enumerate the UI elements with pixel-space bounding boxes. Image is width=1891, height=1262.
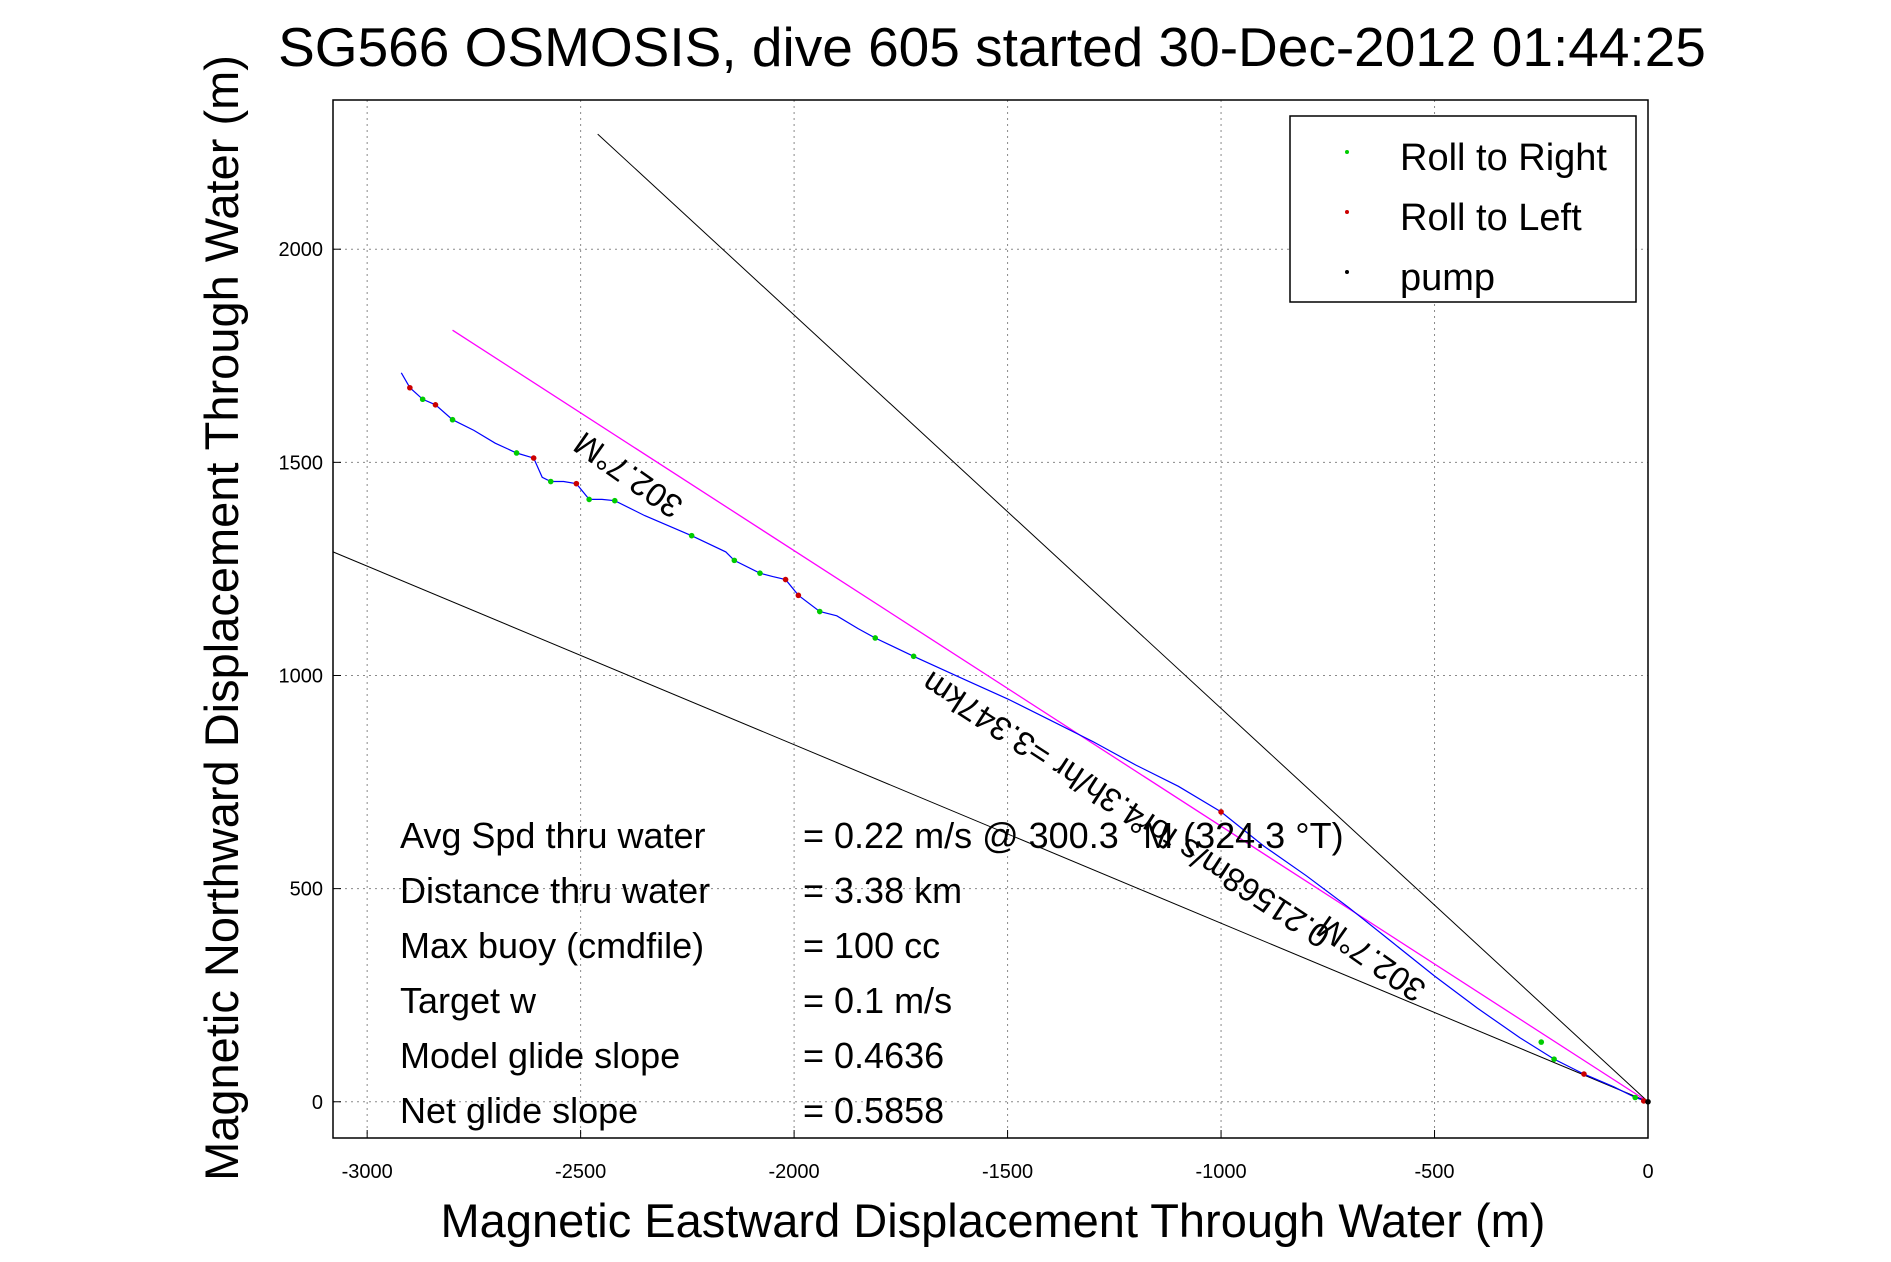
heading-line xyxy=(452,329,1649,1103)
legend-label-pump: pump xyxy=(1400,257,1495,299)
tick-labels: -3000 -2500 -2000 -1500 -1000 -500 0 0 500 1000 15… xyxy=(279,239,1654,1183)
x-tick-label: -500 xyxy=(1415,1161,1455,1183)
legend-marker-roll-right xyxy=(1345,150,1349,154)
heading-annotation: 302.7°M xyxy=(567,425,689,526)
annotations: 302.7°M0.21568m/s for4.3h/hr =3.347km302… xyxy=(567,425,1432,1010)
reference-lines xyxy=(332,133,1649,1103)
roll-right-point xyxy=(586,496,592,503)
stat-value-max-buoy: = 100 cc xyxy=(803,925,940,966)
roll-right-point xyxy=(910,653,917,660)
x-tick-label: -2000 xyxy=(769,1161,820,1183)
stat-label-avg-speed: Avg Spd thru water xyxy=(400,815,706,856)
roll-left-point xyxy=(795,592,802,599)
stat-label-target-w: Target w xyxy=(400,980,537,1021)
roll-left-point xyxy=(1581,1071,1587,1077)
y-tick-label: 0 xyxy=(312,1092,323,1114)
legend-marker-pump xyxy=(1345,270,1349,274)
roll-right-point xyxy=(1538,1039,1545,1045)
roll-left-point xyxy=(530,455,537,461)
x-tick-label: -1500 xyxy=(982,1161,1033,1183)
y-tick-label: 1500 xyxy=(279,452,324,474)
x-tick-label: -1000 xyxy=(1195,1161,1246,1183)
series xyxy=(400,372,1651,1105)
stat-label-net-glide: Net glide slope xyxy=(400,1090,638,1131)
stats-block: Avg Spd thru water = 0.22 m/s @ 300.3 °M… xyxy=(400,815,1344,1131)
roll-left-point xyxy=(407,384,413,391)
roll-left-point xyxy=(1218,809,1224,815)
roll-right-point xyxy=(1551,1056,1557,1062)
heading-bound-line xyxy=(332,551,1649,1103)
roll-right-point xyxy=(688,532,695,539)
roll-left-point xyxy=(432,401,439,408)
x-tick-label: -3000 xyxy=(342,1161,393,1183)
legend-label-roll-right: Roll to Right xyxy=(1400,137,1607,179)
track-line xyxy=(400,372,1649,1103)
roll-right-point xyxy=(611,497,618,504)
stat-label-model-glide: Model glide slope xyxy=(400,1035,680,1076)
roll-left-point xyxy=(573,480,580,487)
y-tick-label: 2000 xyxy=(279,239,324,261)
roll-right-point xyxy=(816,608,823,615)
x-tick-label: 0 xyxy=(1642,1161,1653,1183)
y-tick-label: 1000 xyxy=(279,665,324,687)
pump-point xyxy=(1645,1098,1651,1105)
stat-value-net-glide: = 0.5858 xyxy=(803,1090,944,1131)
roll-right-point xyxy=(872,635,879,641)
heading-bound-line xyxy=(597,133,1649,1103)
roll-right-point xyxy=(513,450,520,456)
heading-annotation: 0.21568m/s for4.3h/hr =3.347km xyxy=(915,664,1336,955)
stat-label-distance: Distance thru water xyxy=(400,870,710,911)
legend: Roll to Right Roll to Left pump xyxy=(1289,115,1637,303)
x-axis-label: Magnetic Eastward Displacement Through W… xyxy=(441,1194,1546,1247)
stat-value-avg-speed: = 0.22 m/s @ 300.3 °M (324.3 °T) xyxy=(803,815,1344,856)
roll-right-point xyxy=(757,570,763,576)
y-tick-label: 500 xyxy=(290,879,323,901)
chart-title: SG566 OSMOSIS, dive 605 started 30-Dec-2… xyxy=(278,16,1706,78)
stat-value-distance: = 3.38 km xyxy=(803,870,962,911)
roll-left-point xyxy=(782,576,789,583)
stat-label-max-buoy: Max buoy (cmdfile) xyxy=(400,925,704,966)
legend-label-roll-left: Roll to Left xyxy=(1400,197,1582,239)
plot-area xyxy=(332,99,1649,1139)
y-axis-label: Magnetic Northward Displacement Through … xyxy=(195,55,248,1181)
roll-right-point xyxy=(547,478,554,485)
stat-value-target-w: = 0.1 m/s xyxy=(803,980,952,1021)
roll-right-point xyxy=(449,416,456,423)
x-tick-label: -2500 xyxy=(555,1161,606,1183)
roll-left-point xyxy=(1640,1098,1647,1104)
stat-value-model-glide: = 0.4636 xyxy=(803,1035,944,1076)
roll-right-point xyxy=(731,557,738,564)
roll-right-point xyxy=(419,396,426,403)
roll-right-point xyxy=(1632,1094,1638,1101)
legend-marker-roll-left xyxy=(1345,210,1349,214)
